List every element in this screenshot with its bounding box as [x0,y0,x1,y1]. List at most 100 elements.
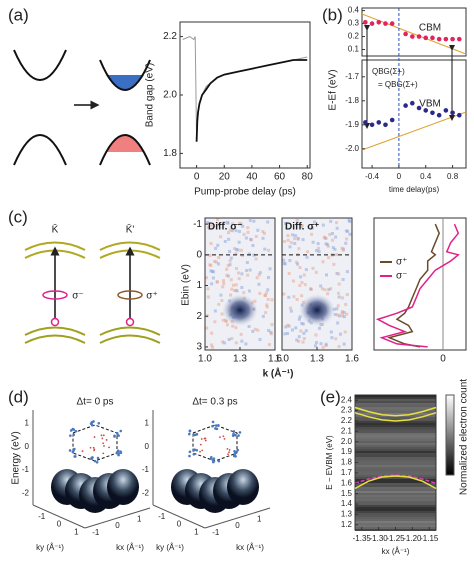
map-noise [209,242,213,246]
z-tick-label: 1 [25,419,30,428]
image-row [355,499,436,501]
map-noise [205,326,209,330]
map-noise [255,276,259,280]
image-row [355,509,436,511]
map-noise [298,265,302,269]
map-noise [266,297,270,301]
y-tick-label: 0.4 [348,6,360,15]
map-noise [336,304,340,308]
y-axis-label: E − EVBM (eV) [325,435,334,490]
ky-tick-label: 0 [177,520,182,529]
map-noise [266,276,270,280]
data-point [430,35,435,41]
image-row [355,399,436,401]
data-point [383,122,388,128]
map-noise [296,237,300,241]
ky-tick-label: 1 [194,527,199,536]
map-noise [252,253,256,257]
map-noise [263,293,267,297]
map-noise [340,310,344,314]
center-dot [93,448,96,451]
valley-dot [211,420,215,424]
map-noise [301,238,305,242]
image-row [355,447,436,449]
map-noise [231,324,235,328]
image-row [355,525,436,527]
map-noise [335,272,339,276]
kx-tick-label: -1 [212,528,220,537]
map-noise [263,247,267,251]
map-noise [234,248,238,252]
valley-dot [115,451,119,455]
z-axis-label: Energy (eV) [11,431,22,484]
valley-dot [95,461,99,464]
image-row [355,487,436,489]
annotation: QBG(Σ+) [372,67,405,76]
data-point [410,34,415,39]
base-axis [152,504,206,529]
image-row [355,433,436,435]
center-dot [199,450,201,453]
center-dot [223,437,226,440]
map-title: Diff. σ⁻ [208,222,242,233]
y-tick-label: 1.4 [341,499,353,508]
map-noise [306,250,310,254]
map-noise [310,226,314,230]
x-tick-label: 1.3 [310,354,324,365]
map-noise [300,281,304,285]
image-row [355,437,436,439]
map-noise [345,293,349,297]
valley-dot [195,448,199,452]
map-noise [311,266,315,270]
y-axis-label: Band gap (eV) [145,63,156,128]
y-tick-label: -1.8 [345,96,359,105]
map-noise [302,273,306,277]
map-noise [226,264,230,268]
image-row [355,403,436,405]
center-dot [100,434,103,437]
z-tick-label: -1 [142,465,150,474]
map-noise [314,344,318,348]
map-noise [224,319,228,323]
y-tick-label: 1.5 [341,489,353,498]
image-row [355,459,436,461]
map-title: Diff. σ⁺ [285,222,319,233]
map-noise [286,238,290,242]
data-point [443,36,449,42]
map-noise [234,326,238,330]
series-label: CBM [419,23,441,34]
y-axis-label: E-Ef (eV) [328,69,339,110]
map-noise [240,286,244,290]
image-row [355,491,436,493]
map-noise [287,295,291,299]
map-noise [251,329,255,333]
plot-frame [179,21,311,169]
y-tick-label: 2.0 [341,437,353,446]
image-row [355,427,436,429]
data-line [354,474,437,485]
image-row [355,435,436,437]
annotation: = QBG(Σ+) [378,80,418,89]
map-noise [283,240,287,244]
map-noise [237,240,241,244]
base-axis [84,507,151,529]
map-noise [337,314,341,318]
map-noise [251,243,255,247]
data-point [416,34,422,39]
ky-axis-label: ky (Å⁻¹) [156,543,184,552]
valley-dot [116,449,120,453]
center-dot [227,453,229,456]
image-row [355,517,436,519]
map-noise [288,245,292,249]
valley-dot [69,434,72,437]
y-tick-label: 2 [196,311,202,322]
map-noise [234,267,238,271]
x-tick-label: 1.0 [198,354,212,365]
valley-dot [69,429,73,432]
map-noise [328,233,332,237]
map-noise [266,288,270,292]
x-tick-label: 0.4 [420,172,432,181]
data-point [436,36,442,42]
map-noise [212,270,216,274]
map-noise [221,279,225,283]
